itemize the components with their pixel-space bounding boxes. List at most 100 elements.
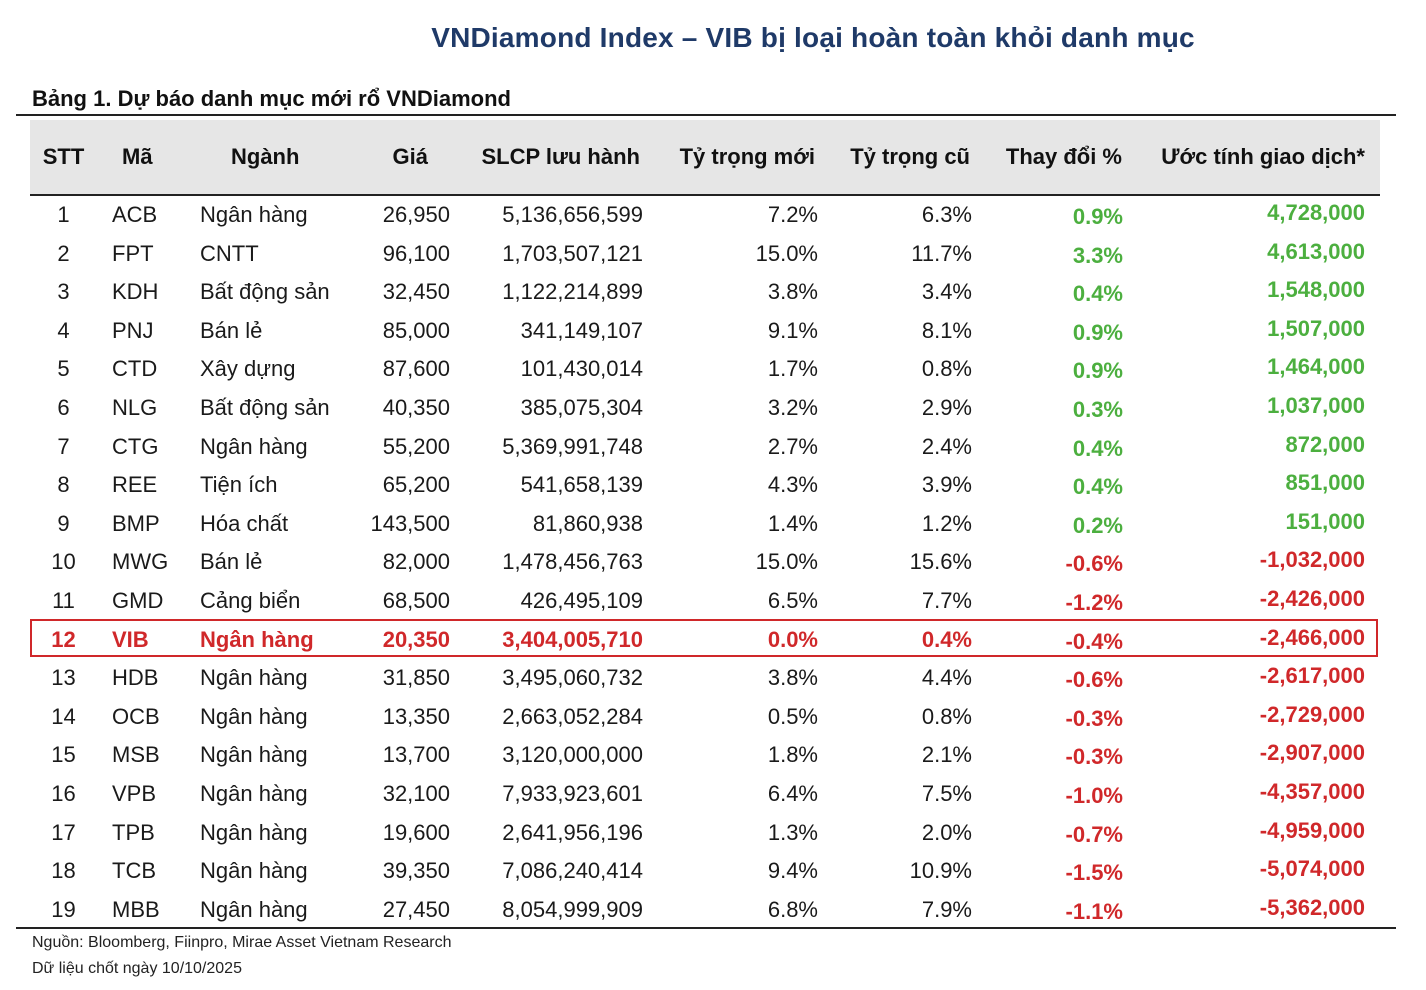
cell-nganh: Ngân hàng xyxy=(200,780,308,806)
date-note: Dữ liệu chốt ngày 10/10/2025 xyxy=(32,960,242,977)
cell-stt: 11 xyxy=(52,587,75,613)
cell-slcp: 541,658,139 xyxy=(520,472,643,498)
cell-thay-doi: 0.4% xyxy=(1072,474,1123,500)
cell-slcp: 7,086,240,414 xyxy=(502,858,643,884)
cell-nganh: Ngân hàng xyxy=(200,433,308,459)
cell-gia: 39,350 xyxy=(382,858,450,884)
table-row: 3 KDH Bất động sản 32,450 1,122,214,899 3.8% 3… xyxy=(30,273,1380,312)
table-row: 11 GMD Cảng biển 68,500 426,495,109 6.5% 7.7% -… xyxy=(30,582,1380,621)
header-ty-trong-cu: Tỷ trọng cũ xyxy=(850,144,970,169)
cell-ty-trong-cu: 1.2% xyxy=(921,510,972,536)
cell-uoc-tinh: -2,426,000 xyxy=(1259,585,1365,611)
cell-thay-doi: 3.3% xyxy=(1072,242,1123,268)
cell-thay-doi: -0.4% xyxy=(1065,628,1123,654)
cell-thay-doi: 0.2% xyxy=(1072,512,1123,538)
header-slcp: SLCP lưu hành xyxy=(481,144,640,169)
cell-thay-doi: -1.1% xyxy=(1065,898,1123,924)
cell-ma: CTG xyxy=(112,433,159,459)
cell-uoc-tinh: -2,729,000 xyxy=(1259,701,1365,727)
cell-gia: 40,350 xyxy=(382,394,450,420)
cell-gia: 143,500 xyxy=(370,510,450,536)
table-row: 10 MWG Bán lẻ 82,000 1,478,456,763 15.0% 15.6%… xyxy=(30,543,1380,582)
cell-ty-trong-cu: 3.9% xyxy=(921,472,972,498)
cell-ty-trong-moi: 1.7% xyxy=(767,356,818,382)
cell-ma: TCB xyxy=(112,858,156,884)
cell-slcp: 2,641,956,196 xyxy=(502,819,643,845)
cell-thay-doi: -1.5% xyxy=(1065,860,1123,886)
cell-gia: 87,600 xyxy=(382,356,450,382)
cell-thay-doi: -0.6% xyxy=(1065,551,1123,577)
cell-ty-trong-cu: 2.0% xyxy=(921,819,972,845)
cell-thay-doi: 0.9% xyxy=(1072,204,1123,229)
table-row: 14 OCB Ngân hàng 13,350 2,663,052,284 0.5% 0.8… xyxy=(30,698,1380,737)
table-caption: Bảng 1. Dự báo danh mục mới rổ VNDiamond xyxy=(32,86,511,111)
cell-slcp: 385,075,304 xyxy=(520,394,643,420)
cell-ty-trong-moi: 2.7% xyxy=(767,433,818,459)
cell-gia: 13,700 xyxy=(382,742,450,768)
cell-nganh: Bất động sản xyxy=(200,394,330,420)
cell-uoc-tinh: 4,728,000 xyxy=(1267,200,1365,225)
cell-ty-trong-cu: 3.4% xyxy=(921,279,972,305)
cell-stt: 4 xyxy=(57,317,70,343)
table-row: 4 PNJ Bán lẻ 85,000 341,149,107 9.1% 8.1% 0.9% 1… xyxy=(30,312,1380,351)
cell-nganh: Cảng biển xyxy=(200,587,301,613)
cell-ty-trong-cu: 7.7% xyxy=(921,587,972,613)
cell-ma: OCB xyxy=(112,703,160,729)
table-row: 5 CTD Xây dựng 87,600 101,430,014 1.7% 0.8% 0.9… xyxy=(30,350,1380,389)
table-row: 13 HDB Ngân hàng 31,850 3,495,060,732 3.8% 4.4… xyxy=(30,659,1380,698)
cell-slcp: 8,054,999,909 xyxy=(502,896,643,922)
cell-ty-trong-moi: 7.2% xyxy=(767,202,818,227)
cell-stt: 10 xyxy=(51,549,76,575)
cell-gia: 68,500 xyxy=(382,587,450,613)
cell-ma: MBB xyxy=(112,896,160,922)
table-header: STT Mã Ngành Giá SLCP lưu hành Tỷ trọng … xyxy=(30,120,1380,196)
cell-ty-trong-moi: 3.8% xyxy=(767,279,818,305)
cell-ty-trong-moi: 4.3% xyxy=(767,472,818,498)
cell-nganh: Ngân hàng xyxy=(200,703,308,729)
cell-slcp: 5,136,656,599 xyxy=(502,202,643,227)
cell-stt: 5 xyxy=(57,356,70,382)
cell-ty-trong-cu: 2.4% xyxy=(921,433,972,459)
cell-gia: 55,200 xyxy=(382,433,450,459)
cell-uoc-tinh: -5,362,000 xyxy=(1259,894,1365,920)
cell-nganh: Ngân hàng xyxy=(200,819,308,845)
cell-gia: 31,850 xyxy=(382,665,450,691)
table-row: 15 MSB Ngân hàng 13,700 3,120,000,000 1.8% 2.1… xyxy=(30,736,1380,775)
cell-ma: REE xyxy=(112,472,158,498)
cell-ty-trong-moi: 1.4% xyxy=(767,510,818,536)
cell-nganh: Ngân hàng xyxy=(200,665,308,691)
cell-ty-trong-cu: 4.4% xyxy=(921,665,972,691)
cell-ma: CTD xyxy=(112,356,158,382)
header-uoc-tinh: Ước tính giao dịch* xyxy=(1161,144,1365,169)
cell-ty-trong-cu: 10.9% xyxy=(909,858,972,884)
cell-thay-doi: -0.6% xyxy=(1065,667,1123,693)
cell-gia: 26,950 xyxy=(382,202,450,227)
cell-slcp: 5,369,991,748 xyxy=(502,433,643,459)
cell-ty-trong-cu: 2.1% xyxy=(921,742,972,768)
cell-ma: MSB xyxy=(112,742,160,768)
cell-slcp: 81,860,938 xyxy=(532,510,643,536)
table-row: 12 VIB Ngân hàng 20,350 3,404,005,710 0.0% 0.4… xyxy=(30,621,1380,660)
cell-stt: 18 xyxy=(51,858,76,884)
cell-nganh: Ngân hàng xyxy=(200,858,308,884)
cell-thay-doi: 0.4% xyxy=(1072,435,1123,461)
table-bottom-rule xyxy=(16,927,1396,929)
cell-ty-trong-cu: 15.6% xyxy=(909,549,972,575)
header-stt: STT xyxy=(42,144,85,169)
header-nganh: Ngành xyxy=(231,144,300,169)
cell-stt: 15 xyxy=(51,742,76,768)
cell-thay-doi: 0.4% xyxy=(1072,281,1123,307)
cell-uoc-tinh: -5,074,000 xyxy=(1259,856,1365,882)
cell-uoc-tinh: 1,548,000 xyxy=(1267,277,1365,303)
table-top-rule xyxy=(16,114,1396,116)
cell-thay-doi: 0.3% xyxy=(1072,396,1123,422)
cell-uoc-tinh: -4,959,000 xyxy=(1259,817,1365,843)
header-ma: Mã xyxy=(122,144,153,169)
page-title: VNDiamond Index – VIB bị loại hoàn toàn … xyxy=(431,22,1195,53)
cell-nganh: CNTT xyxy=(200,240,259,266)
cell-slcp: 1,703,507,121 xyxy=(502,240,643,266)
cell-thay-doi: 0.9% xyxy=(1072,319,1123,345)
cell-gia: 27,450 xyxy=(382,896,450,922)
cell-ty-trong-moi: 9.4% xyxy=(767,858,818,884)
cell-ty-trong-moi: 0.0% xyxy=(767,626,818,652)
